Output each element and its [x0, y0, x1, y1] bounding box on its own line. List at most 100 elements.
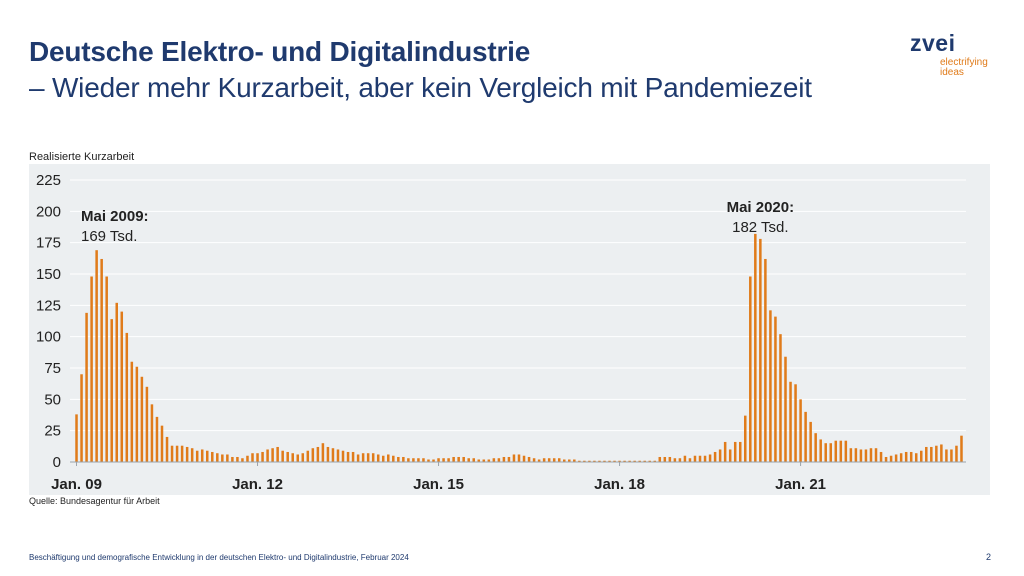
bar	[110, 319, 113, 462]
bar	[336, 449, 340, 462]
bar	[864, 449, 868, 462]
y-tick-label: 225	[36, 172, 61, 189]
bar	[708, 454, 712, 462]
bar	[834, 440, 838, 462]
bar	[764, 258, 767, 462]
bar	[955, 445, 958, 462]
bar	[819, 439, 822, 462]
bar	[331, 448, 335, 462]
bar	[618, 460, 621, 462]
footer-text: Beschäftigung und demografische Entwickl…	[29, 553, 409, 562]
bar	[769, 310, 772, 462]
bar	[552, 458, 556, 462]
bar	[286, 451, 289, 462]
bar	[784, 356, 787, 462]
bar	[774, 316, 777, 462]
bar	[402, 456, 405, 462]
bar	[940, 444, 943, 462]
bar	[246, 455, 249, 462]
chart-background	[29, 164, 990, 495]
x-tick-label: Jan. 18	[594, 476, 645, 493]
bar	[407, 458, 410, 462]
bar	[799, 399, 802, 462]
bar	[346, 451, 350, 462]
bar	[859, 449, 863, 462]
bar	[653, 460, 657, 462]
bar	[175, 445, 179, 462]
bar	[361, 453, 365, 462]
bar	[668, 456, 672, 462]
y-tick-label: 50	[44, 391, 61, 408]
bar	[160, 425, 164, 462]
y-tick-label: 75	[44, 360, 61, 377]
bar	[930, 446, 933, 462]
bar	[648, 460, 651, 462]
bar	[75, 414, 78, 462]
bar	[216, 453, 219, 462]
bar	[150, 404, 154, 462]
bar	[366, 453, 370, 462]
bar	[960, 435, 963, 462]
bar	[562, 459, 566, 462]
bar	[854, 448, 858, 462]
bar	[889, 455, 893, 462]
bar	[306, 450, 310, 462]
bar	[683, 455, 687, 462]
bar	[125, 332, 129, 462]
bar	[874, 448, 878, 462]
bar	[200, 449, 204, 462]
bar	[568, 459, 571, 462]
bar	[80, 374, 83, 462]
bar	[588, 460, 591, 462]
bar	[547, 458, 551, 462]
bar	[613, 460, 616, 462]
bar	[703, 455, 707, 462]
bar	[115, 302, 118, 462]
y-tick-label: 25	[44, 423, 61, 440]
bar	[517, 454, 521, 462]
x-tick-label: Jan. 15	[413, 476, 464, 493]
bar	[628, 460, 631, 462]
bar	[392, 455, 395, 462]
bar	[723, 441, 727, 462]
bar	[522, 455, 526, 462]
bar	[749, 276, 752, 462]
bar	[844, 440, 848, 462]
logo-tagline-1: electrifying	[940, 57, 988, 68]
bar	[673, 458, 677, 462]
bar	[341, 450, 345, 462]
bar	[281, 450, 284, 462]
annotation-value: 21 Tsd.	[921, 164, 969, 168]
bar	[920, 450, 923, 462]
bar	[437, 458, 440, 462]
y-tick-label: 125	[36, 297, 61, 314]
bar	[728, 449, 732, 462]
bar	[356, 454, 360, 462]
bar	[397, 456, 400, 462]
grid-lines	[70, 179, 966, 432]
bar	[759, 238, 762, 462]
bar	[713, 451, 717, 462]
bar	[532, 458, 536, 462]
bar	[950, 449, 953, 462]
page-number: 2	[986, 552, 992, 562]
bar	[733, 441, 737, 462]
bar	[698, 455, 702, 462]
logo-tagline-2: ideas	[940, 67, 964, 78]
bar	[316, 446, 320, 462]
bar	[573, 459, 576, 462]
bar	[105, 276, 108, 462]
bar	[487, 459, 491, 462]
bar	[633, 460, 636, 462]
bar	[261, 451, 264, 462]
bar	[241, 458, 244, 462]
bar	[663, 456, 667, 462]
bar	[884, 456, 888, 462]
bar	[130, 361, 134, 462]
logo-word: zvei	[910, 30, 956, 56]
bar	[789, 381, 792, 462]
x-tick-label: Jan. 09	[51, 476, 102, 493]
bar	[779, 334, 782, 462]
bar	[502, 456, 506, 462]
bar	[120, 311, 124, 462]
